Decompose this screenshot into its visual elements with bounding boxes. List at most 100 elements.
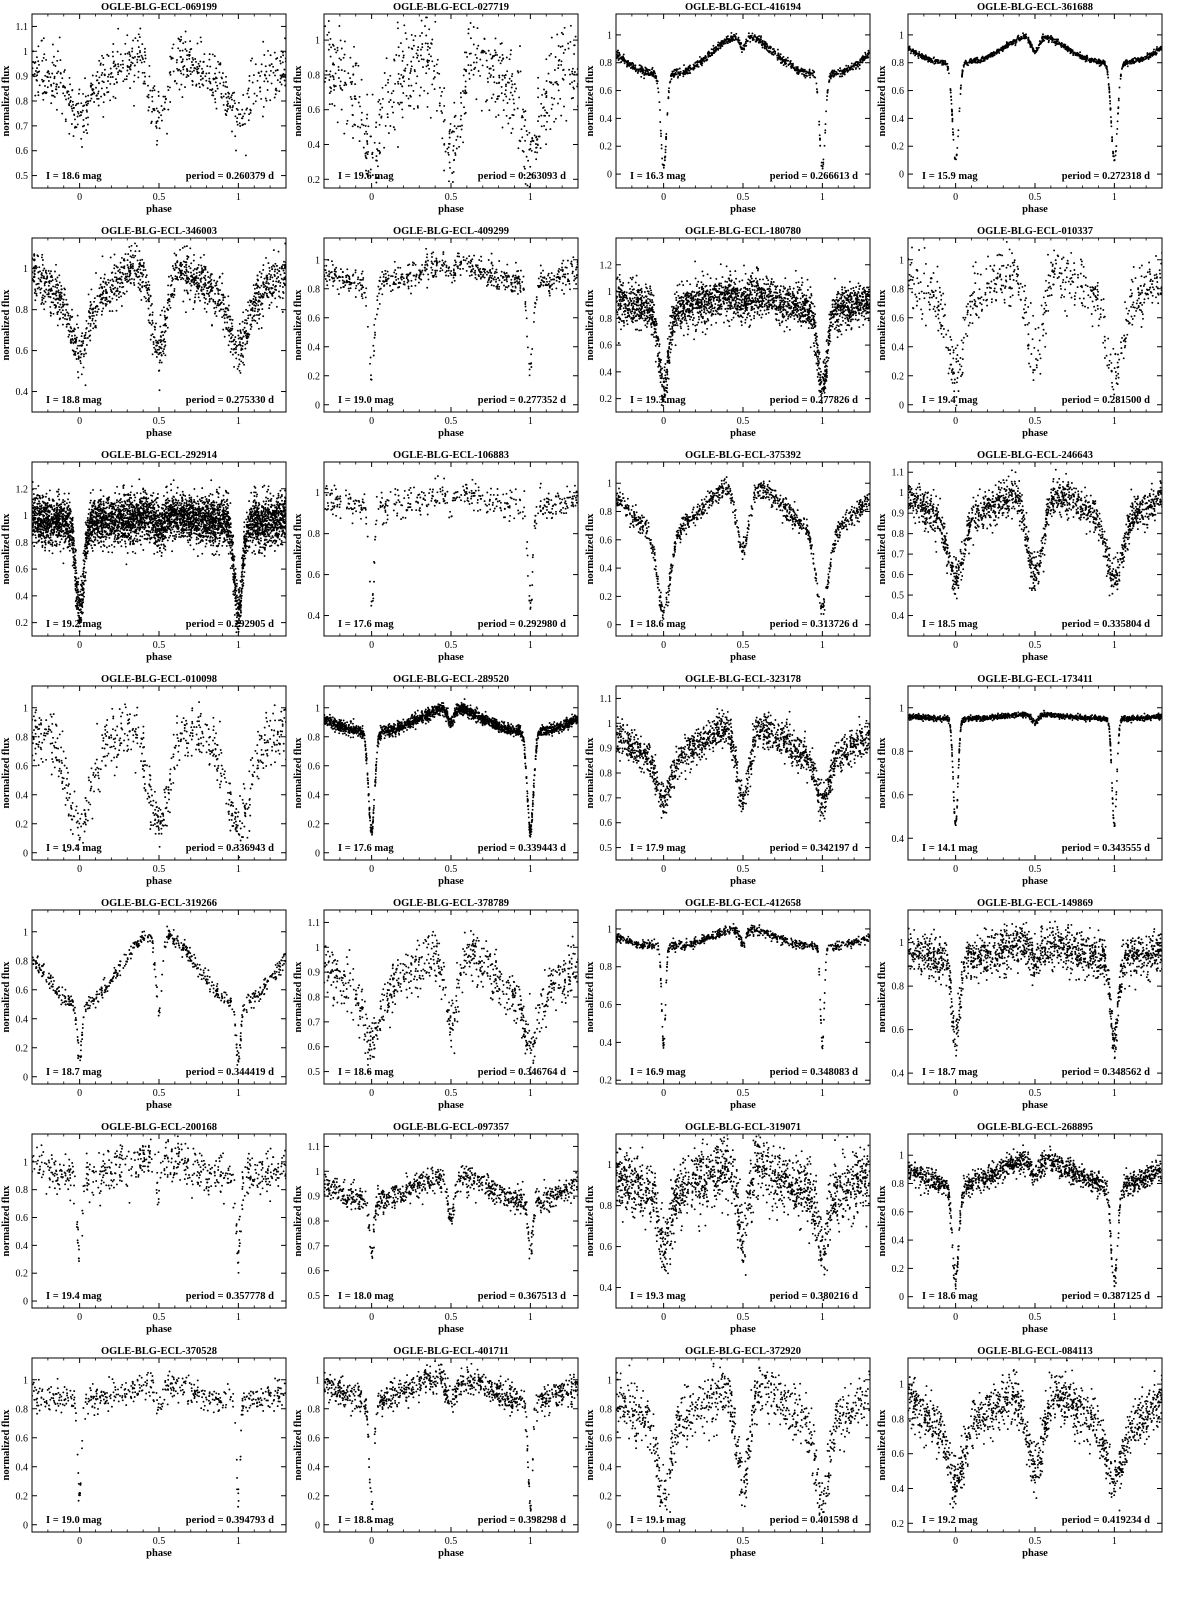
data-point <box>273 51 276 54</box>
data-point <box>715 46 718 49</box>
data-point <box>571 70 574 73</box>
data-point <box>90 97 93 100</box>
data-point <box>371 156 374 159</box>
data-point <box>265 280 268 283</box>
data-point <box>513 102 515 105</box>
data-point <box>944 60 947 62</box>
data-point <box>130 61 133 64</box>
data-point <box>206 65 209 68</box>
data-point <box>158 389 161 392</box>
data-point <box>37 255 40 258</box>
data-point <box>182 42 185 45</box>
data-point <box>77 112 80 115</box>
data-point <box>1116 127 1119 130</box>
data-point <box>360 111 363 114</box>
data-point <box>265 256 267 259</box>
data-point <box>492 69 495 71</box>
data-point <box>33 62 36 64</box>
data-point <box>51 279 54 282</box>
data-point <box>142 266 145 269</box>
data-point <box>268 291 271 294</box>
data-point <box>160 361 163 364</box>
data-point <box>216 280 219 283</box>
data-point <box>220 301 223 304</box>
data-point <box>65 98 67 101</box>
data-point <box>343 70 346 73</box>
data-point <box>144 268 147 271</box>
data-point <box>63 69 66 72</box>
data-point <box>279 296 282 299</box>
data-point <box>1077 52 1080 55</box>
data-point <box>707 50 710 53</box>
data-point <box>747 32 750 35</box>
data-point <box>523 174 526 176</box>
data-point <box>393 58 396 61</box>
data-point <box>138 265 141 268</box>
data-point <box>211 289 214 292</box>
data-point <box>237 353 240 356</box>
data-point <box>365 117 368 120</box>
data-point <box>163 340 166 343</box>
data-point <box>978 61 980 64</box>
data-point <box>805 72 807 75</box>
data-point <box>248 75 251 77</box>
data-point <box>378 113 381 116</box>
data-point <box>44 291 47 294</box>
data-point <box>502 58 504 60</box>
data-point <box>85 117 88 120</box>
data-point <box>548 114 551 117</box>
data-point <box>244 319 247 322</box>
data-point <box>181 269 183 272</box>
data-point <box>262 282 265 285</box>
data-point <box>1009 41 1012 43</box>
data-point <box>87 322 90 325</box>
data-point <box>1038 43 1041 46</box>
data-point <box>42 294 44 297</box>
data-point <box>227 326 230 329</box>
data-point <box>531 139 534 142</box>
data-point <box>791 63 794 66</box>
data-point <box>821 167 824 170</box>
data-point <box>221 272 224 275</box>
data-point <box>522 110 525 113</box>
x-tick-label: 0 <box>369 192 374 203</box>
data-point <box>1000 47 1003 50</box>
data-point <box>112 280 115 283</box>
data-point <box>250 323 253 326</box>
period-label: period = 0.263093 d <box>478 171 566 182</box>
data-point <box>276 264 278 267</box>
data-point <box>498 56 501 59</box>
data-point <box>1129 62 1131 65</box>
data-point <box>850 62 853 65</box>
data-point <box>719 46 722 48</box>
data-point <box>274 88 277 91</box>
data-point <box>527 159 530 162</box>
data-point <box>1035 50 1038 53</box>
data-point <box>239 113 242 116</box>
data-point <box>808 68 811 71</box>
data-point <box>170 295 173 298</box>
data-point <box>531 176 534 179</box>
data-point <box>57 70 60 73</box>
data-point <box>431 60 434 63</box>
data-point <box>262 268 265 271</box>
data-point <box>87 100 90 103</box>
data-point <box>617 49 619 52</box>
panel-title: OGLE-BLG-ECL-027719 <box>393 2 509 13</box>
data-point <box>506 102 509 104</box>
data-point <box>820 161 823 164</box>
data-point <box>517 147 520 150</box>
data-point <box>53 95 56 98</box>
data-point <box>278 267 281 270</box>
data-point <box>123 259 126 262</box>
data-point <box>660 132 662 135</box>
data-point <box>641 68 644 70</box>
data-point <box>133 74 136 77</box>
data-point <box>132 57 135 59</box>
data-point <box>155 126 158 129</box>
data-point <box>573 80 576 82</box>
data-point <box>219 308 222 311</box>
y-tick-label: 0.9 <box>16 72 29 83</box>
data-point <box>746 39 749 42</box>
data-point <box>186 258 189 260</box>
